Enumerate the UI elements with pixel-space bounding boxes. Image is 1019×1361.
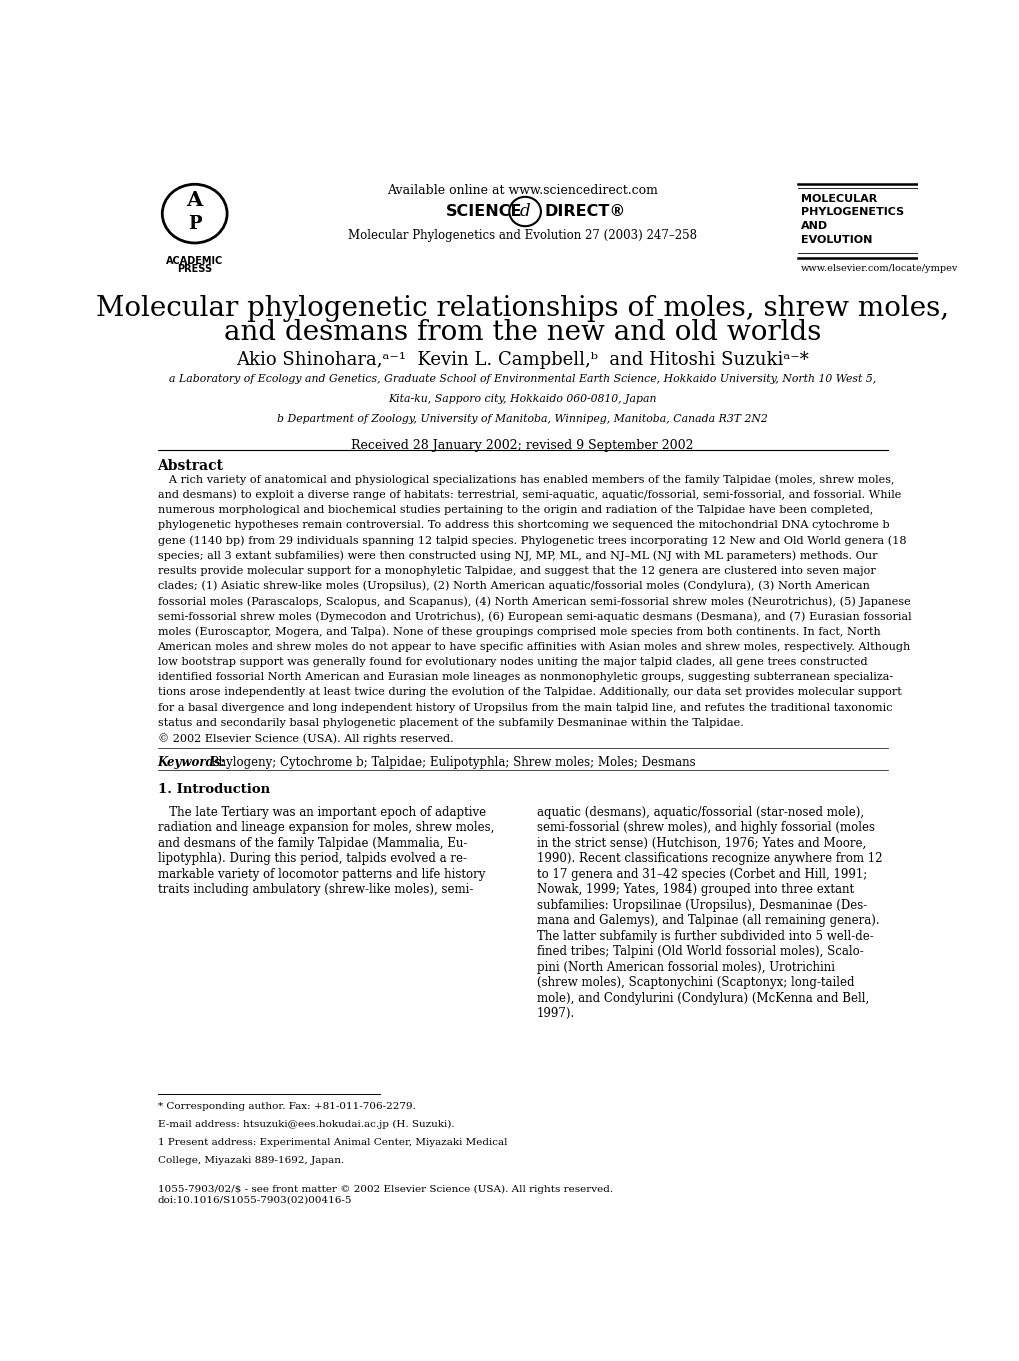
- Text: semi-fossorial shrew moles (Dymecodon and Urotrichus), (6) European semi-aquatic: semi-fossorial shrew moles (Dymecodon an…: [157, 611, 910, 622]
- Text: 1990). Recent classifications recognize anywhere from 12: 1990). Recent classifications recognize …: [536, 852, 881, 866]
- Text: status and secondarily basal phylogenetic placement of the subfamily Desmaninae : status and secondarily basal phylogeneti…: [157, 717, 743, 728]
- Text: * Corresponding author. Fax: +81-011-706-2279.: * Corresponding author. Fax: +81-011-706…: [157, 1102, 415, 1112]
- Text: The late Tertiary was an important epoch of adaptive: The late Tertiary was an important epoch…: [157, 806, 485, 819]
- Text: mole), and Condylurini (Condylura) (McKenna and Bell,: mole), and Condylurini (Condylura) (McKe…: [536, 992, 868, 1004]
- Text: The latter subfamily is further subdivided into 5 well-de-: The latter subfamily is further subdivid…: [536, 930, 873, 943]
- Text: aquatic (desmans), aquatic/fossorial (star-nosed mole),: aquatic (desmans), aquatic/fossorial (st…: [536, 806, 863, 819]
- Text: radiation and lineage expansion for moles, shrew moles,: radiation and lineage expansion for mole…: [157, 821, 493, 834]
- Text: 1055-7903/02/$ - see front matter © 2002 Elsevier Science (USA). All rights rese: 1055-7903/02/$ - see front matter © 2002…: [157, 1185, 612, 1194]
- Text: Kita-ku, Sapporo city, Hokkaido 060-0810, Japan: Kita-ku, Sapporo city, Hokkaido 060-0810…: [388, 393, 656, 404]
- Text: phylogenetic hypotheses remain controversial. To address this shortcoming we seq: phylogenetic hypotheses remain controver…: [157, 520, 889, 531]
- Text: A: A: [186, 191, 203, 210]
- Text: mana and Galemys), and Talpinae (all remaining genera).: mana and Galemys), and Talpinae (all rem…: [536, 915, 878, 927]
- Text: 1 Present address: Experimental Animal Center, Miyazaki Medical: 1 Present address: Experimental Animal C…: [157, 1138, 506, 1147]
- Text: d: d: [520, 203, 530, 220]
- Text: pini (North American fossorial moles), Urotrichini: pini (North American fossorial moles), U…: [536, 961, 835, 974]
- Text: American moles and shrew moles do not appear to have specific affinities with As: American moles and shrew moles do not ap…: [157, 642, 910, 652]
- Text: moles (Euroscaptor, Mogera, and Talpa). None of these groupings comprised mole s: moles (Euroscaptor, Mogera, and Talpa). …: [157, 626, 879, 637]
- Text: Phylogeny; Cytochrome b; Talpidae; Eulipotyphla; Shrew moles; Moles; Desmans: Phylogeny; Cytochrome b; Talpidae; Eulip…: [206, 757, 695, 769]
- Text: ACADEMIC: ACADEMIC: [166, 256, 223, 265]
- Text: SCIENCE: SCIENCE: [446, 204, 522, 219]
- Text: Akio Shinohara,ᵃ⁻¹  Kevin L. Campbell,ᵇ  and Hitoshi Suzukiᵃ⁻*: Akio Shinohara,ᵃ⁻¹ Kevin L. Campbell,ᵇ a…: [236, 351, 808, 369]
- Text: Available online at www.sciencedirect.com: Available online at www.sciencedirect.co…: [387, 184, 657, 197]
- Text: Keywords:: Keywords:: [157, 757, 225, 769]
- Text: PRESS: PRESS: [177, 264, 212, 274]
- Text: P: P: [187, 215, 202, 233]
- Text: doi:10.1016/S1055-7903(02)00416-5: doi:10.1016/S1055-7903(02)00416-5: [157, 1195, 352, 1204]
- Text: fined tribes; Talpini (Old World fossorial moles), Scalo-: fined tribes; Talpini (Old World fossori…: [536, 946, 863, 958]
- Text: E-mail address: htsuzuki@ees.hokudai.ac.jp (H. Suzuki).: E-mail address: htsuzuki@ees.hokudai.ac.…: [157, 1120, 453, 1130]
- Text: results provide molecular support for a monophyletic Talpidae, and suggest that : results provide molecular support for a …: [157, 566, 874, 576]
- Text: Molecular Phylogenetics and Evolution 27 (2003) 247–258: Molecular Phylogenetics and Evolution 27…: [347, 229, 697, 242]
- Text: tions arose independently at least twice during the evolution of the Talpidae. A: tions arose independently at least twice…: [157, 687, 901, 697]
- Text: www.elsevier.com/locate/ympev: www.elsevier.com/locate/ympev: [800, 264, 958, 274]
- Text: for a basal divergence and long independent history of Uropsilus from the main t: for a basal divergence and long independ…: [157, 702, 892, 713]
- Text: and desmans of the family Talpidae (Mammalia, Eu-: and desmans of the family Talpidae (Mamm…: [157, 837, 467, 849]
- Text: a Laboratory of Ecology and Genetics, Graduate School of Environmental Earth Sci: a Laboratory of Ecology and Genetics, Gr…: [169, 374, 875, 384]
- Text: gene (1140 bp) from 29 individuals spanning 12 talpid species. Phylogenetic tree: gene (1140 bp) from 29 individuals spann…: [157, 535, 905, 546]
- Text: semi-fossorial (shrew moles), and highly fossorial (moles: semi-fossorial (shrew moles), and highly…: [536, 821, 874, 834]
- Text: traits including ambulatory (shrew-like moles), semi-: traits including ambulatory (shrew-like …: [157, 883, 473, 897]
- Text: species; all 3 extant subfamilies) were then constructed using NJ, MP, ML, and N: species; all 3 extant subfamilies) were …: [157, 551, 876, 561]
- Text: in the strict sense) (Hutchison, 1976; Yates and Moore,: in the strict sense) (Hutchison, 1976; Y…: [536, 837, 865, 849]
- Text: low bootstrap support was generally found for evolutionary nodes uniting the maj: low bootstrap support was generally foun…: [157, 657, 866, 667]
- Text: College, Miyazaki 889-1692, Japan.: College, Miyazaki 889-1692, Japan.: [157, 1155, 343, 1165]
- Text: b Department of Zoology, University of Manitoba, Winnipeg, Manitoba, Canada R3T : b Department of Zoology, University of M…: [277, 414, 767, 423]
- Text: Nowak, 1999; Yates, 1984) grouped into three extant: Nowak, 1999; Yates, 1984) grouped into t…: [536, 883, 853, 897]
- Text: 1997).: 1997).: [536, 1007, 575, 1021]
- Text: (shrew moles), Scaptonychini (Scaptonyx; long-tailed: (shrew moles), Scaptonychini (Scaptonyx;…: [536, 976, 854, 989]
- Text: and desmans) to exploit a diverse range of habitats: terrestrial, semi-aquatic, : and desmans) to exploit a diverse range …: [157, 490, 900, 501]
- Text: 1. Introduction: 1. Introduction: [157, 783, 269, 796]
- Text: Abstract: Abstract: [157, 459, 223, 472]
- Text: lipotyphla). During this period, talpids evolved a re-: lipotyphla). During this period, talpids…: [157, 852, 466, 866]
- Text: Received 28 January 2002; revised 9 September 2002: Received 28 January 2002; revised 9 Sept…: [352, 440, 693, 452]
- Text: fossorial moles (Parascalops, Scalopus, and Scapanus), (4) North American semi-f: fossorial moles (Parascalops, Scalopus, …: [157, 596, 909, 607]
- Text: identified fossorial North American and Eurasian mole lineages as nonmonophyleti: identified fossorial North American and …: [157, 672, 892, 682]
- Text: numerous morphological and biochemical studies pertaining to the origin and radi: numerous morphological and biochemical s…: [157, 505, 872, 514]
- Text: DIRECT®: DIRECT®: [543, 204, 625, 219]
- Text: subfamilies: Uropsilinae (Uropsilus), Desmaninae (Des-: subfamilies: Uropsilinae (Uropsilus), De…: [536, 898, 866, 912]
- Text: © 2002 Elsevier Science (USA). All rights reserved.: © 2002 Elsevier Science (USA). All right…: [157, 732, 452, 743]
- Text: clades; (1) Asiatic shrew-like moles (Uropsilus), (2) North American aquatic/fos: clades; (1) Asiatic shrew-like moles (Ur…: [157, 581, 868, 592]
- Text: A rich variety of anatomical and physiological specializations has enabled membe: A rich variety of anatomical and physiol…: [157, 475, 894, 485]
- Text: to 17 genera and 31–42 species (Corbet and Hill, 1991;: to 17 genera and 31–42 species (Corbet a…: [536, 868, 866, 881]
- Text: Molecular phylogenetic relationships of moles, shrew moles,: Molecular phylogenetic relationships of …: [96, 295, 949, 323]
- Text: MOLECULAR
PHYLOGENETICS
AND
EVOLUTION: MOLECULAR PHYLOGENETICS AND EVOLUTION: [800, 193, 903, 245]
- Text: markable variety of locomotor patterns and life history: markable variety of locomotor patterns a…: [157, 868, 484, 881]
- Text: and desmans from the new and old worlds: and desmans from the new and old worlds: [224, 320, 820, 347]
